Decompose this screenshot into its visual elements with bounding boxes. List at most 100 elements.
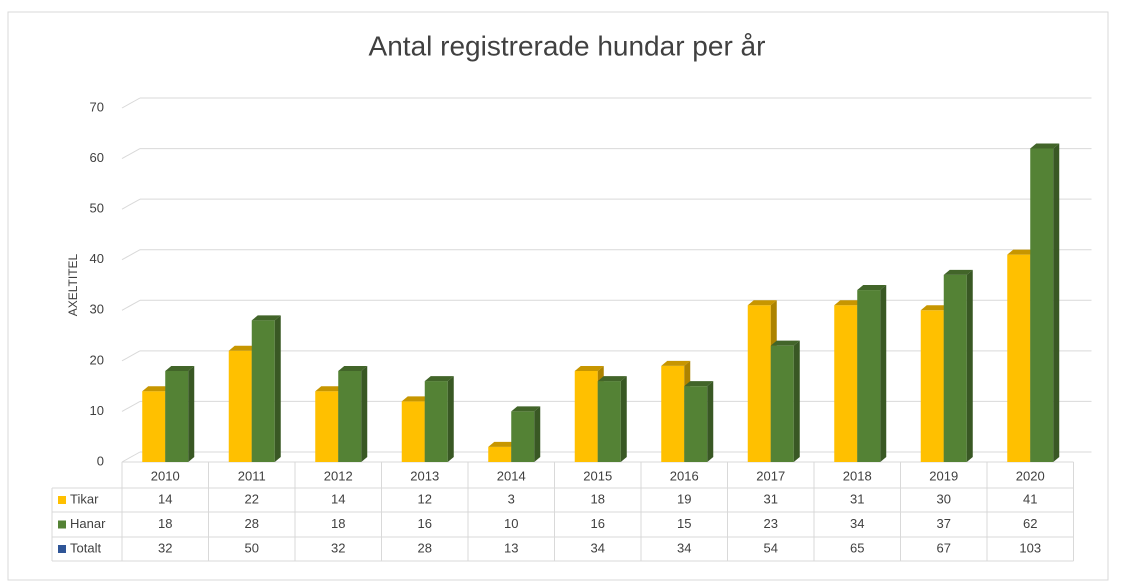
bar-top [228,345,258,351]
table-cell: 13 [504,540,518,555]
table-cell: 23 [764,516,778,531]
y-tick-label: 60 [90,150,104,165]
legend-label: Tikar [70,491,99,506]
grid-line-depth [121,299,141,311]
table-cell: 37 [937,516,951,531]
x-tick-label: 2013 [410,468,439,483]
x-tick-label: 2010 [151,468,180,483]
bar-front [1030,148,1054,462]
table-cell: 15 [677,516,691,531]
table-cell: 32 [331,540,345,555]
bar-top [747,300,777,306]
chart-frame [7,11,1109,581]
bar [943,269,973,462]
table-cell: 31 [764,491,778,506]
bar-front [142,391,166,462]
bar [1030,143,1060,462]
y-tick-label: 70 [90,99,104,114]
table-cell: 34 [677,540,691,555]
bar-front [315,391,339,462]
table-cell: 41 [1023,491,1037,506]
bar-side [1053,143,1060,462]
bar-front [488,446,512,462]
bar-side [361,365,368,462]
table-cell: 28 [418,540,432,555]
bar-top [315,386,345,392]
table-cell: 10 [504,516,518,531]
x-tick-label: 2014 [497,468,526,483]
bar-side [447,376,454,462]
table-cell: 30 [937,491,951,506]
bar-front [574,370,598,462]
y-tick-label: 0 [97,453,104,468]
bar-front [661,365,685,462]
x-tick-label: 2012 [324,468,353,483]
table-cell: 28 [245,516,259,531]
table-cell: 34 [591,540,605,555]
bar-front [251,320,275,462]
bar-top [684,381,714,387]
bar-top [597,376,627,382]
table-cell: 19 [677,491,691,506]
bar-top [401,396,431,402]
bar-side [880,285,887,462]
bar-top [1030,143,1060,149]
bar-side [188,365,195,462]
x-tick-label: 2017 [756,468,785,483]
table-cell: 31 [850,491,864,506]
grid-line-depth [121,97,141,109]
bar-front [920,310,944,462]
bar [165,365,195,462]
grid-line-depth [121,148,141,160]
y-tick-label: 30 [90,302,104,317]
legend-label: Hanar [70,516,106,531]
grid-line-depth [121,198,141,210]
bar-top [1007,249,1037,255]
bar-top [142,386,172,392]
grid-line-depth [121,400,141,412]
table-cell: 65 [850,540,864,555]
grid-line-depth [121,249,141,261]
table-cell: 14 [158,491,172,506]
y-tick-label: 20 [90,352,104,367]
bar [597,376,627,462]
bar-front [424,381,448,462]
x-tick-label: 2016 [670,468,699,483]
bar [684,381,714,462]
y-tick-label: 40 [90,251,104,266]
bar-front [1007,254,1031,462]
bar-top [770,340,800,346]
bar-top [511,406,541,412]
table-cell: 16 [418,516,432,531]
bar-top [857,285,887,291]
y-axis-title: AXELTITEL [66,253,80,316]
bar-front [747,305,771,462]
bar-side [534,406,541,462]
table-cell: 62 [1023,516,1037,531]
x-tick-label: 2011 [238,468,266,483]
table-cell: 22 [245,491,259,506]
bar-top [920,305,950,311]
legend-key [58,520,66,529]
table-cell: 34 [850,516,864,531]
bar-top [424,376,454,382]
bar-top [574,365,604,371]
bar-front [165,370,189,462]
bar-side [707,381,714,462]
table-cell: 18 [158,516,172,531]
bar [251,315,281,462]
bar-front [401,401,425,462]
bar-top [251,315,281,321]
table-cell: 16 [591,516,605,531]
bar-top [661,360,691,366]
bar-front [338,370,362,462]
legend-key [58,545,66,553]
x-tick-label: 2019 [929,468,958,483]
bar-side [620,376,627,462]
y-tick-label: 50 [90,201,104,216]
table-cell: 14 [331,491,345,506]
table-cell: 12 [418,491,432,506]
bar-side [793,340,800,462]
bar-side [966,269,973,462]
